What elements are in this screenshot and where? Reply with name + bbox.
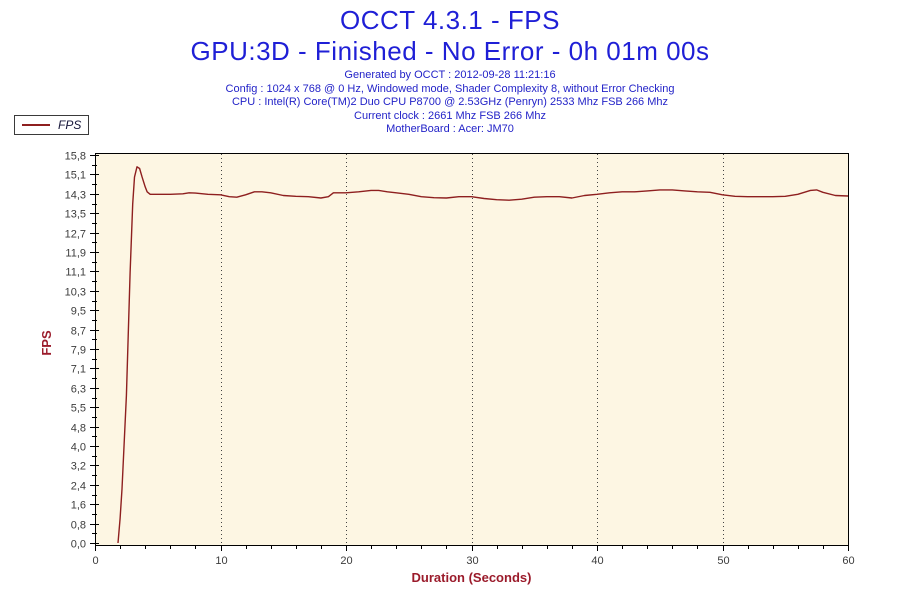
y-tick-label: 2,4: [71, 481, 86, 493]
plot-border: [95, 153, 849, 546]
y-tick-label: 13,5: [65, 209, 86, 221]
y-tick-label: 5,5: [71, 403, 86, 415]
y-tick-label: 3,2: [71, 461, 86, 473]
y-tick-label: 7,1: [71, 364, 86, 376]
y-tick-label: 4,0: [71, 442, 86, 454]
x-tick-label: 50: [717, 555, 729, 567]
y-tick-label: 14,3: [65, 190, 86, 202]
report-title: OCCT 4.3.1 - FPS: [340, 5, 560, 35]
info-line-config: Config : 1024 x 768 @ 0 Hz, Windowed mod…: [225, 82, 675, 95]
y-tick-label: 15,8: [65, 151, 86, 163]
y-tick-label: 10,3: [65, 287, 86, 299]
y-axis-title: FPS: [39, 330, 54, 356]
y-tick-label: 11,1: [65, 267, 86, 279]
report-subtitle: GPU:3D - Finished - No Error - 0h 01m 00…: [190, 36, 710, 66]
x-tick-label: 0: [92, 555, 98, 567]
x-tick-label: 20: [340, 555, 352, 567]
chart-legend: FPS: [14, 115, 90, 135]
y-tick-label: 11,9: [65, 248, 86, 260]
y-tick-label: 0,0: [71, 539, 86, 551]
legend-series-label: FPS: [58, 118, 82, 132]
info-line-cpu: CPU : Intel(R) Core(TM)2 Duo CPU P8700 @…: [231, 96, 669, 108]
y-tick-label: 4,8: [71, 423, 86, 435]
y-tick-label: 6,3: [71, 384, 86, 396]
y-tick-label: 1,6: [71, 500, 86, 512]
info-line-motherboard: MotherBoard : Acer: JM70: [386, 123, 514, 135]
report-info-block: Generated by OCCT : 2012-09-28 11:21:16 …: [0, 69, 900, 137]
info-line-current-clock: Current clock : 2661 Mhz FSB 266 Mhz: [354, 109, 546, 122]
y-tick-label: 0,8: [71, 520, 86, 532]
y-tick-label: 12,7: [65, 229, 86, 241]
fps-series-line: [117, 166, 849, 544]
x-tick-label: 30: [466, 555, 478, 567]
y-tick-label: 9,5: [71, 306, 86, 318]
x-tick-label: 60: [842, 555, 854, 567]
info-line-generated: Generated by OCCT : 2012-09-28 11:21:16: [344, 69, 556, 81]
y-tick-label: 8,7: [71, 326, 86, 338]
x-tick-label: 40: [591, 555, 603, 567]
fps-line-chart: 0,0 0,8 1,6 2,4 3,2 4,0 4,8 5,5 6,3 7,1 7,9 8,7 9,5 1…: [39, 151, 855, 586]
y-tick-label: 15,1: [65, 170, 86, 182]
x-tick-label: 10: [215, 555, 227, 567]
x-axis-title: Duration (Seconds): [412, 570, 532, 585]
legend-series-line-swatch: [22, 124, 50, 126]
y-tick-label: 7,9: [71, 345, 86, 357]
